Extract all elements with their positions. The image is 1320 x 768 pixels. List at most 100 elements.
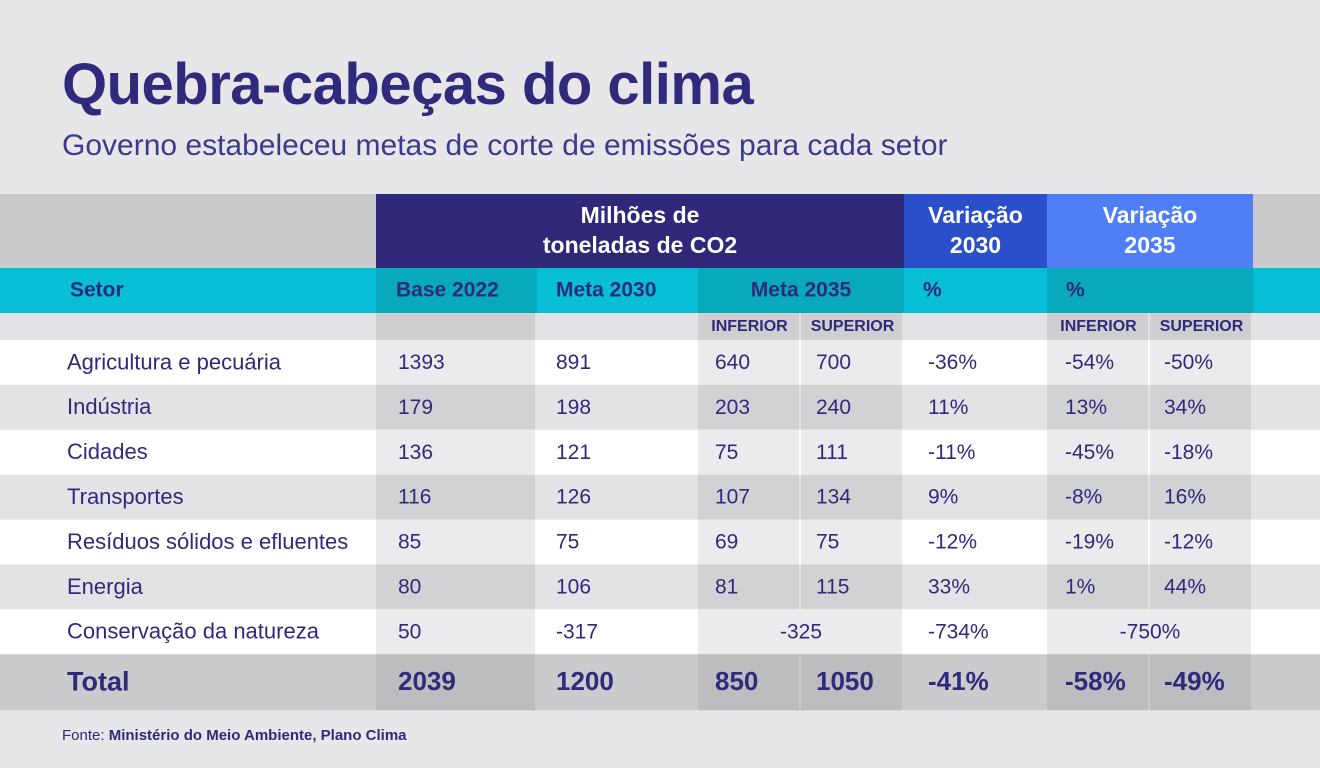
- total-cell-shade: [1150, 654, 1251, 711]
- row-sector-label: Resíduos sólidos e efluentes: [67, 529, 348, 554]
- cell-value: 80: [398, 575, 421, 598]
- cell-value: -50%: [1164, 351, 1213, 374]
- cell-value: 179: [398, 396, 433, 419]
- row-sector-label: Agricultura e pecuária: [67, 349, 282, 374]
- cell-value: 16%: [1164, 486, 1206, 509]
- cell-value: 44%: [1164, 575, 1206, 598]
- total-label: Total: [67, 666, 130, 696]
- subheader-shade: [376, 313, 535, 340]
- cell-value: -317: [556, 620, 598, 643]
- source-label: Fonte:: [62, 727, 105, 744]
- column-header-shade: [698, 268, 904, 313]
- cell-value: 111: [816, 441, 848, 464]
- cell-value: 203: [715, 396, 750, 419]
- cell-value: 700: [816, 351, 851, 374]
- column-header-shade: [376, 268, 537, 313]
- cell-shade: [376, 519, 535, 565]
- cell-shade: [698, 519, 799, 565]
- cell-shade: [801, 384, 902, 430]
- cell-shade: [376, 384, 535, 430]
- cell-value: -19%: [1065, 531, 1114, 554]
- row-sector-label: Indústria: [67, 394, 152, 419]
- cell-value: -11%: [928, 441, 975, 464]
- cell-value: 891: [556, 351, 591, 374]
- cell-shade: [376, 564, 535, 610]
- cell-value: 75: [715, 441, 738, 464]
- cell-shade: [1047, 564, 1148, 610]
- cell-value: 136: [398, 441, 433, 464]
- cell-shade: [801, 474, 902, 520]
- cell-value: -750%: [1120, 620, 1181, 643]
- total-value: -49%: [1164, 666, 1225, 696]
- cell-value: 9%: [928, 486, 958, 509]
- cell-shade: [1150, 429, 1251, 475]
- total-cell-shade: [376, 654, 535, 711]
- cell-value: 134: [816, 486, 851, 509]
- subcolumn-label: INFERIOR: [711, 318, 788, 335]
- cell-shade: [698, 429, 799, 475]
- header-group-label: 2035: [1124, 232, 1175, 258]
- column-header-label: Meta 2030: [556, 279, 656, 302]
- column-header-label: %: [1066, 279, 1085, 302]
- cell-shade: [1150, 340, 1251, 385]
- cell-value: 106: [556, 575, 591, 598]
- cell-shade: [1150, 384, 1251, 430]
- cell-shade: [698, 384, 799, 430]
- cell-value: 116: [398, 486, 431, 509]
- row-sector-label: Conservação da natureza: [67, 619, 320, 644]
- subheader-shade: [1047, 313, 1148, 340]
- subcolumn-label: SUPERIOR: [1160, 318, 1244, 335]
- row-sector-label: Transportes: [67, 484, 184, 509]
- cell-value: 33%: [928, 575, 970, 598]
- header-blank-right: [1253, 194, 1320, 268]
- total-value: -58%: [1065, 666, 1126, 696]
- subcolumn-label: SUPERIOR: [811, 318, 895, 335]
- cell-shade: [376, 609, 535, 655]
- header-group-label: Milhões de: [581, 202, 700, 228]
- cell-value: 1393: [398, 351, 445, 374]
- total-value: 1050: [816, 666, 874, 696]
- cell-value: -8%: [1065, 486, 1102, 509]
- cell-shade: [1047, 429, 1148, 475]
- cell-value: 50: [398, 620, 421, 643]
- cell-value: 85: [398, 531, 421, 554]
- header-group-label: Variação: [1103, 202, 1198, 228]
- total-cell-shade: [698, 654, 799, 711]
- total-cell-shade: [801, 654, 902, 711]
- total-value: 2039: [398, 666, 456, 696]
- cell-value: 69: [715, 531, 738, 554]
- cell-value: -12%: [1164, 531, 1213, 554]
- cell-value: 13%: [1065, 396, 1107, 419]
- cell-value: 107: [715, 486, 750, 509]
- subheader-shade: [801, 313, 902, 340]
- cell-value: 11%: [928, 396, 968, 419]
- header-group-label: Variação: [928, 202, 1023, 228]
- cell-value: 126: [556, 486, 591, 509]
- cell-value: 1%: [1065, 575, 1095, 598]
- cell-value: -36%: [928, 351, 977, 374]
- row-sector-label: Energia: [67, 574, 144, 599]
- cell-shade: [1047, 340, 1148, 385]
- cell-shade: [801, 564, 902, 610]
- cell-shade: [801, 429, 902, 475]
- column-header-label: Base 2022: [396, 279, 499, 302]
- source-note: Fonte: Ministério do Meio Ambiente, Plan…: [62, 727, 407, 744]
- header-var2035-cell: [1047, 194, 1253, 268]
- cell-value: 81: [715, 575, 738, 598]
- cell-shade: [1047, 384, 1148, 430]
- cell-shade: [698, 474, 799, 520]
- cell-shade: [376, 429, 535, 475]
- cell-shade: [698, 609, 902, 655]
- cell-value: 34%: [1164, 396, 1206, 419]
- cell-shade: [376, 340, 535, 385]
- header-co2-cell: [376, 194, 904, 268]
- cell-shade: [1047, 609, 1251, 655]
- column-header-label: %: [923, 279, 942, 302]
- column-header-label: Meta 2035: [751, 279, 852, 302]
- cell-value: -18%: [1164, 441, 1213, 464]
- cell-shade: [801, 340, 902, 385]
- total-cell-shade: [1047, 654, 1148, 711]
- subheader-shade: [698, 313, 799, 340]
- subheader-shade: [1150, 313, 1251, 340]
